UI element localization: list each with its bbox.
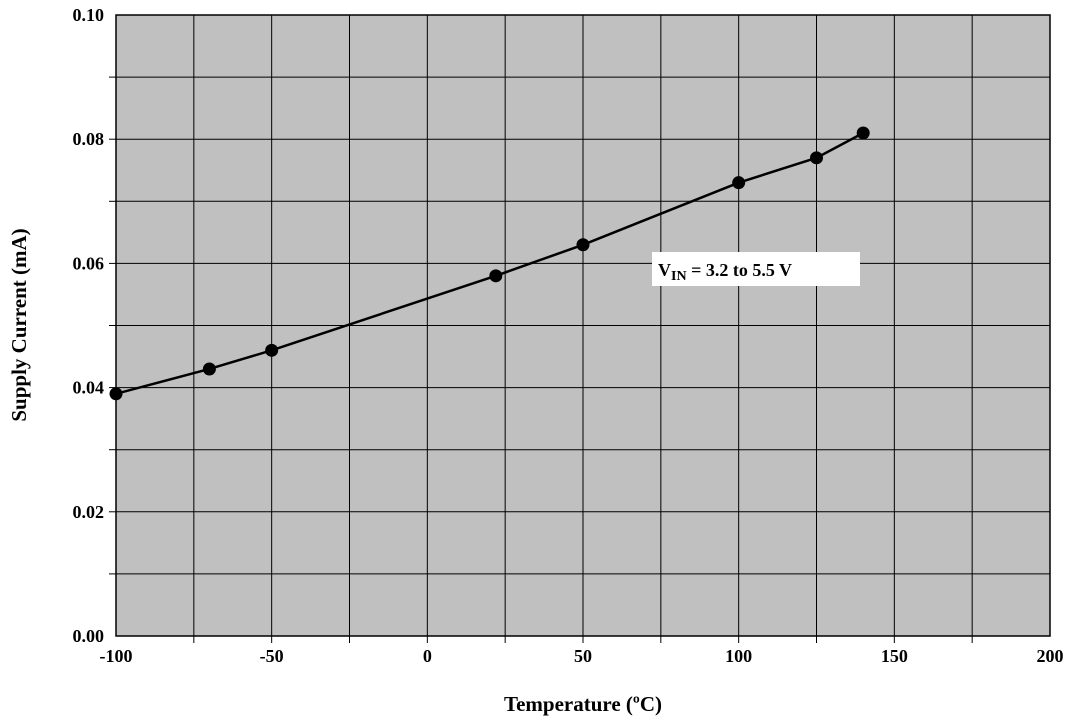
x-tick-label: 200 bbox=[1037, 646, 1064, 666]
data-point-marker bbox=[202, 362, 216, 376]
x-tick-label: 50 bbox=[574, 646, 592, 666]
annotation-box: VIN = 3.2 to 5.5 V bbox=[652, 252, 860, 286]
y-axis-title: Supply Current (mA) bbox=[7, 228, 31, 421]
x-tick-label: -100 bbox=[100, 646, 133, 666]
series-line bbox=[115, 131, 864, 396]
y-tick-label: 0.02 bbox=[73, 502, 105, 522]
data-point-marker bbox=[732, 176, 746, 190]
y-tick-label: 0.06 bbox=[73, 253, 105, 273]
x-tick-label: 0 bbox=[423, 646, 432, 666]
axis-ticks bbox=[109, 76, 973, 643]
data-point-marker bbox=[856, 126, 870, 140]
data-point-marker bbox=[265, 343, 279, 357]
x-axis-tick-labels: -100 -50 0 50 100 150 200 bbox=[100, 646, 1064, 666]
grid-lines bbox=[116, 15, 1050, 636]
x-tick-label: -50 bbox=[260, 646, 284, 666]
y-axis-tick-labels: 0.00 0.02 0.04 0.06 0.08 0.10 bbox=[73, 5, 105, 646]
y-tick-label: 0.04 bbox=[73, 378, 105, 398]
data-series bbox=[109, 126, 870, 401]
x-axis-title: Temperature (ºC) bbox=[504, 692, 662, 716]
data-point-marker bbox=[489, 269, 503, 283]
y-tick-label: 0.00 bbox=[73, 626, 105, 646]
x-tick-label: 150 bbox=[881, 646, 908, 666]
annotation-main: V bbox=[658, 260, 671, 280]
annotation-background bbox=[652, 252, 860, 286]
annotation-text: VIN = 3.2 to 5.5 V bbox=[658, 260, 792, 284]
annotation-subscript: IN bbox=[671, 269, 687, 284]
annotation-rest: = 3.2 to 5.5 V bbox=[687, 260, 792, 280]
data-point-marker bbox=[109, 387, 123, 401]
y-tick-label: 0.10 bbox=[73, 5, 105, 25]
data-point-marker bbox=[576, 238, 590, 252]
data-point-marker bbox=[810, 151, 823, 165]
x-tick-label: 100 bbox=[725, 646, 752, 666]
y-tick-label: 0.08 bbox=[73, 129, 105, 149]
